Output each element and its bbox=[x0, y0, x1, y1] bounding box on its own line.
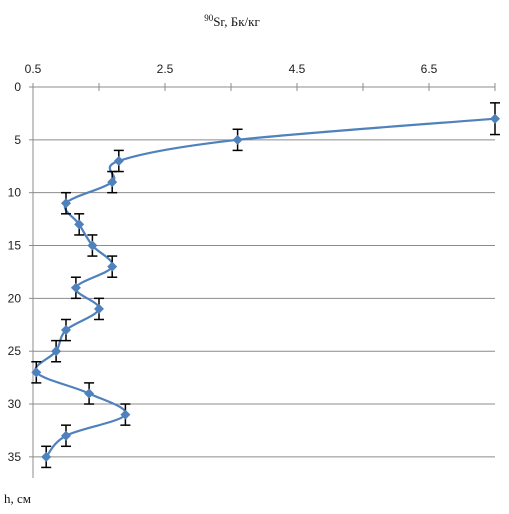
y-tick-label-35: 35 bbox=[8, 450, 22, 464]
y-tick-labels: 0 5 10 15 20 25 30 35 bbox=[8, 80, 22, 464]
y-tick-label-30: 30 bbox=[8, 397, 22, 411]
data-point-3 bbox=[107, 177, 118, 188]
x-tick-label-6.5: 6.5 bbox=[421, 62, 438, 76]
data-point-13 bbox=[84, 388, 95, 399]
y-tick-label-15: 15 bbox=[8, 239, 22, 253]
chart-title: 90Sr, Бк/кг bbox=[204, 13, 260, 29]
grid-lines bbox=[33, 139, 495, 458]
data-point-1 bbox=[232, 134, 243, 145]
data-point-7 bbox=[107, 261, 118, 272]
data-point-5 bbox=[74, 219, 85, 230]
data-point-11 bbox=[51, 346, 62, 357]
data-point-10 bbox=[61, 325, 71, 336]
title-main: Sr, Бк/кг bbox=[213, 14, 260, 29]
y-tick-label-20: 20 bbox=[8, 291, 22, 305]
y-tick-label-5: 5 bbox=[14, 133, 21, 147]
x-tick-labels: 0.5 2.5 4.5 6.5 bbox=[25, 62, 438, 76]
title-superscript: 90 bbox=[204, 13, 214, 23]
data-point-2 bbox=[113, 155, 124, 166]
y-tick-label-10: 10 bbox=[8, 186, 22, 200]
data-point-14 bbox=[120, 409, 131, 420]
axes bbox=[29, 83, 496, 478]
data-point-12 bbox=[31, 367, 42, 378]
data-point-0 bbox=[490, 113, 500, 124]
y-tick-label-25: 25 bbox=[8, 344, 22, 358]
x-tick-label-2.5: 2.5 bbox=[157, 62, 174, 76]
data-point-4 bbox=[61, 198, 71, 209]
x-tick-label-0.5: 0.5 bbox=[25, 62, 42, 76]
x-tick-label-4.5: 4.5 bbox=[289, 62, 306, 76]
data-point-6 bbox=[87, 240, 98, 251]
series-group bbox=[31, 102, 500, 469]
y-tick-label-0: 0 bbox=[14, 80, 21, 94]
data-point-8 bbox=[70, 282, 81, 293]
data-point-15 bbox=[61, 430, 71, 441]
series-line bbox=[34, 117, 496, 458]
data-point-9 bbox=[94, 303, 104, 314]
y-axis-label: h, см bbox=[4, 491, 31, 506]
data-point-16 bbox=[41, 451, 52, 462]
